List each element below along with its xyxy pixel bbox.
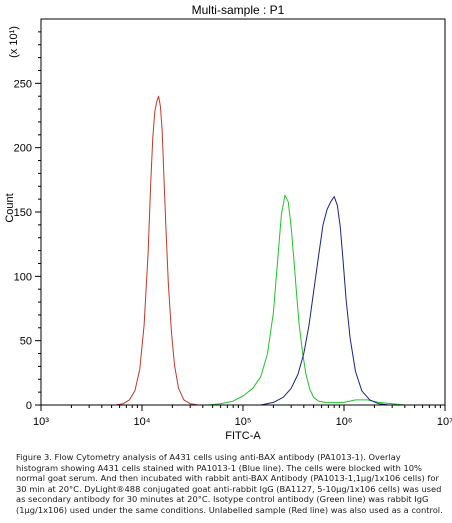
figure-caption: Figure 3. Flow Cytometry analysis of A43… bbox=[16, 452, 443, 515]
isotype-green-curve bbox=[207, 194, 405, 406]
y-tick-label: 100 bbox=[14, 271, 32, 283]
chart-title: Multi-sample : P1 bbox=[192, 3, 285, 17]
x-tick-label: 10⁴ bbox=[134, 416, 151, 428]
plot-frame bbox=[40, 18, 446, 406]
flow-cytometry-histogram: Multi-sample : P1 (x 10¹) Count FITC-A 1… bbox=[4, 3, 452, 440]
x-tick-label: 10³ bbox=[33, 416, 49, 428]
y-axis-label: Count bbox=[4, 193, 16, 222]
y-tick-label: 200 bbox=[14, 143, 32, 155]
unlabelled-red-curve bbox=[115, 95, 208, 406]
x-tick-label: 10⁵ bbox=[235, 416, 252, 428]
x-tick-label: 10⁶ bbox=[336, 416, 353, 428]
axis-ticks: 10³ 10⁴ 10⁵ 10⁶ 10⁷ 0 50 100 150 200 250 bbox=[14, 31, 452, 428]
bax-blue-curve bbox=[260, 196, 399, 406]
x-tick-label: 10⁷ bbox=[437, 416, 452, 428]
y-tick-label: 150 bbox=[14, 207, 32, 219]
y-tick-label: 0 bbox=[26, 400, 32, 412]
histogram-curves bbox=[115, 95, 405, 406]
y-tick-label: 50 bbox=[20, 336, 32, 348]
y-tick-label: 250 bbox=[14, 78, 32, 90]
y-multiplier: (x 10¹) bbox=[8, 26, 20, 58]
x-axis-label: FITC-A bbox=[225, 430, 261, 440]
